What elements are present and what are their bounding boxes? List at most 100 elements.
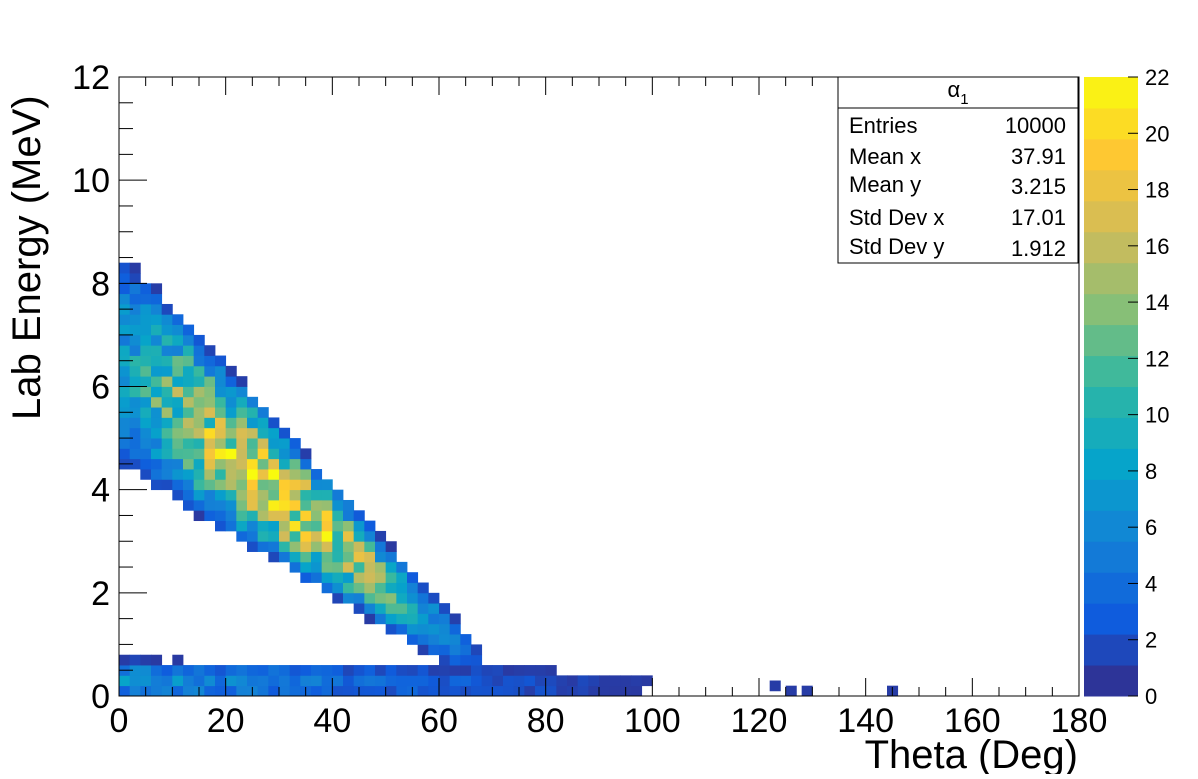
heatmap-cell <box>471 654 483 666</box>
heatmap-cell <box>247 489 259 501</box>
color-scale-segment <box>1084 77 1138 109</box>
heatmap-cell <box>279 499 291 511</box>
heatmap-cell <box>183 448 195 460</box>
heatmap-cells <box>119 262 899 697</box>
heatmap-cell <box>151 396 163 408</box>
heatmap-cell <box>129 654 141 666</box>
color-scale-segment <box>1084 262 1138 295</box>
heatmap-cell <box>300 489 312 501</box>
heatmap-cell <box>321 530 333 542</box>
heatmap-cell <box>236 407 248 418</box>
y-axis: 0 2 4 6 8 10 12 <box>72 59 147 716</box>
heatmap-cell <box>332 551 344 563</box>
heatmap-cell <box>247 396 259 408</box>
heatmap-cell <box>353 603 365 614</box>
heatmap-cell <box>119 448 131 460</box>
heatmap-cell <box>247 665 259 676</box>
heatmap-cell <box>215 396 227 408</box>
heatmap-cell <box>300 561 312 573</box>
color-scale-segment <box>1084 541 1138 573</box>
heatmap-cell <box>492 685 504 697</box>
color-scale-segment <box>1084 634 1138 666</box>
heatmap-cell <box>332 541 344 552</box>
heatmap-cell <box>407 665 419 676</box>
heatmap-cell <box>151 427 163 439</box>
heatmap-cell <box>119 654 131 666</box>
heatmap-cell <box>140 324 152 336</box>
heatmap-cell <box>353 572 365 583</box>
heatmap-cell <box>193 345 205 356</box>
heatmap-cell <box>513 675 525 687</box>
heatmap-cell <box>257 407 269 418</box>
heatmap-cell <box>183 489 195 501</box>
heatmap-cell <box>215 438 227 449</box>
heatmap-cell <box>289 675 301 687</box>
heatmap-cell <box>385 541 397 552</box>
heatmap-cell <box>289 541 301 552</box>
heatmap-cell <box>289 510 301 522</box>
heatmap-cell <box>257 427 269 439</box>
heatmap-cell <box>215 685 227 697</box>
heatmap-cell <box>247 510 259 522</box>
heatmap-cell <box>225 427 237 439</box>
heatmap-cell <box>204 427 216 439</box>
heatmap-cell <box>268 469 280 480</box>
heatmap-cell <box>332 510 344 522</box>
heatmap-cell <box>204 417 216 429</box>
heatmap-cell <box>300 499 312 511</box>
heatmap-cell <box>492 675 504 687</box>
heatmap-cell <box>311 479 323 491</box>
heatmap-cell <box>311 675 323 687</box>
heatmap-cell <box>151 469 163 480</box>
heatmap-cell <box>161 345 173 356</box>
heatmap-cell <box>769 680 781 692</box>
heatmap-cell <box>129 458 141 470</box>
heatmap-cell <box>204 510 216 522</box>
heatmap-cell <box>161 376 173 387</box>
heatmap-cell <box>524 675 536 687</box>
heatmap-cell <box>535 685 547 697</box>
x-tick-label: 20 <box>207 702 245 740</box>
heatmap-cell <box>193 365 205 377</box>
heatmap-cell <box>129 386 141 398</box>
heatmap-cell <box>268 665 280 676</box>
heatmap-cell <box>321 520 333 532</box>
heatmap-cell <box>311 510 323 522</box>
color-scale-segment <box>1084 200 1138 233</box>
heatmap-cell <box>353 582 365 594</box>
heatmap-cell <box>172 675 184 687</box>
heatmap-cell <box>140 448 152 460</box>
heatmap-cell <box>609 685 621 697</box>
heatmap-cell <box>524 665 536 676</box>
heatmap-cell <box>215 489 227 501</box>
heatmap-cell <box>428 634 440 645</box>
heatmap-cell <box>343 685 355 697</box>
heatmap-cell <box>225 396 237 408</box>
heatmap-cell <box>129 376 141 387</box>
heatmap-cell <box>300 510 312 522</box>
heatmap-cell <box>129 355 141 367</box>
heatmap-cell <box>332 489 344 501</box>
heatmap-cell <box>183 438 195 449</box>
heatmap-cell <box>631 675 643 687</box>
heatmap-cell <box>311 541 323 552</box>
heatmap-cell <box>396 623 408 635</box>
heatmap-cell <box>172 324 184 336</box>
heatmap-cell <box>236 665 248 676</box>
heatmap-cell <box>225 417 237 429</box>
heatmap-cell <box>439 623 451 635</box>
heatmap-cell <box>556 675 568 687</box>
heatmap-cell <box>268 458 280 470</box>
heatmap-cell <box>236 469 248 480</box>
heatmap-cell <box>247 448 259 460</box>
heatmap-cell <box>407 592 419 604</box>
stats-label-std-x: Std Dev x <box>849 205 944 230</box>
heatmap-cell <box>129 365 141 377</box>
heatmap-cell <box>140 469 152 480</box>
heatmap-cell <box>588 675 600 687</box>
heatmap-cell <box>268 448 280 460</box>
heatmap-cell <box>257 448 269 460</box>
heatmap-cell <box>460 675 472 687</box>
heatmap-cell <box>460 665 472 676</box>
heatmap-cell <box>119 334 131 346</box>
